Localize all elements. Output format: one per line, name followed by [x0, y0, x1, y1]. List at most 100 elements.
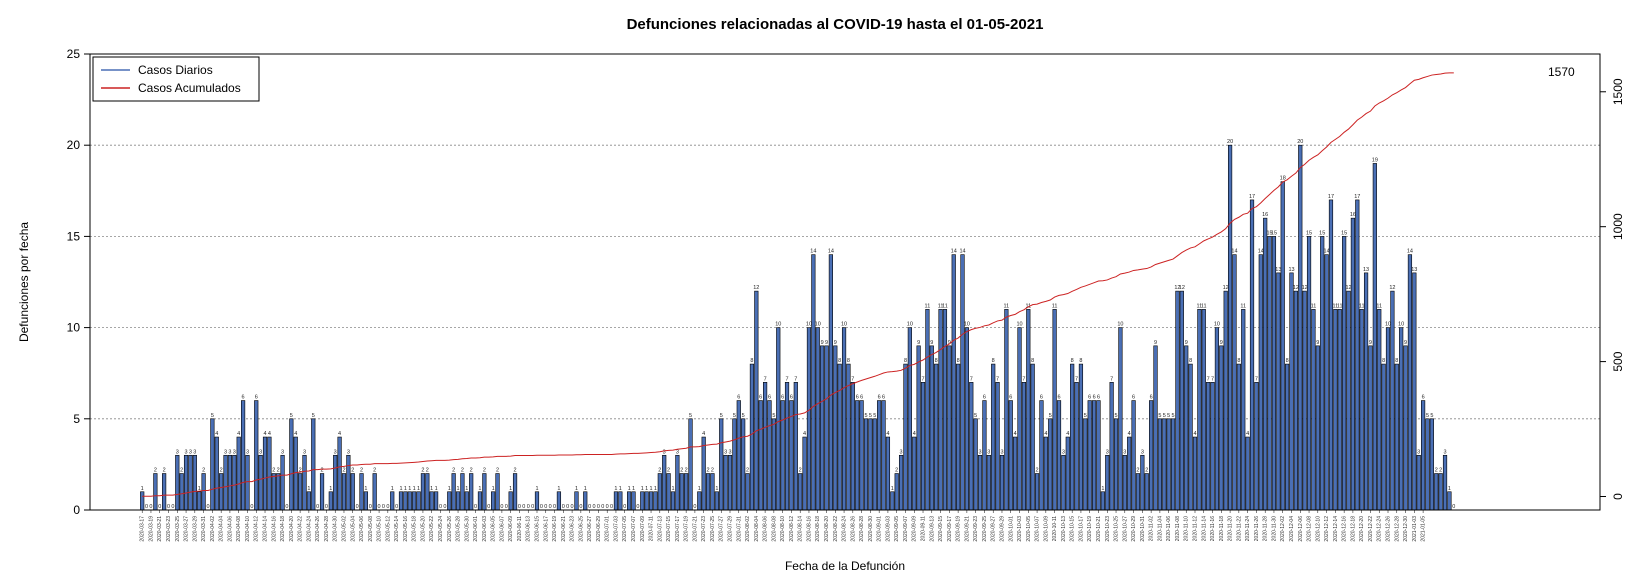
- bar: [1249, 199, 1255, 511]
- bar-label: 3: [281, 449, 284, 455]
- bar-label: 10: [1398, 322, 1404, 328]
- bar: [1311, 309, 1316, 511]
- bar: [245, 454, 250, 511]
- bar-label: 0: [1452, 504, 1455, 510]
- bar-label: 0: [531, 504, 534, 510]
- x-tick-label: 2020-10-11: [1052, 516, 1058, 541]
- bar: [429, 491, 434, 511]
- bar: [1232, 254, 1237, 511]
- bar-label: 6: [1150, 395, 1153, 401]
- bar-label: 3: [979, 449, 982, 455]
- bar-label: 10: [806, 322, 812, 328]
- bar: [227, 454, 233, 511]
- bar-label: 4: [702, 431, 705, 437]
- bar: [341, 473, 347, 511]
- bar-label: 2: [351, 468, 354, 474]
- bar-label: 5: [1172, 413, 1175, 419]
- x-tick-label: 2020-12-26: [1386, 516, 1392, 542]
- bar: [793, 382, 798, 511]
- bar: [662, 454, 667, 511]
- bar-label: 7: [1255, 376, 1258, 382]
- bar-label: 7: [794, 376, 797, 382]
- bar: [898, 454, 904, 511]
- bar: [311, 418, 316, 511]
- x-tick-label: 2020-11-06: [1166, 516, 1172, 541]
- x-tick-label: 2020-07-29: [728, 516, 734, 542]
- bar-label: 6: [1040, 395, 1043, 401]
- bar: [1355, 199, 1360, 511]
- bar-label: 1: [1448, 486, 1451, 492]
- bar-label: 11: [1333, 303, 1339, 309]
- bar-label: 6: [983, 395, 986, 401]
- bar: [1083, 418, 1088, 511]
- bar-label: 14: [1258, 249, 1264, 255]
- bar-label: 0: [597, 504, 600, 510]
- x-tick-label: 2020-09-13: [929, 516, 935, 542]
- bar: [903, 363, 908, 511]
- x-tick-label: 2020-05-16: [403, 516, 409, 542]
- bar: [1087, 400, 1092, 511]
- bar-label: 0: [439, 504, 442, 510]
- bar: [469, 473, 474, 511]
- bar: [1381, 363, 1386, 511]
- x-tick-label: 2020-06-03: [482, 516, 488, 542]
- bar: [710, 473, 715, 511]
- x-tick-label: 2020-06-27: [587, 516, 593, 542]
- x-tick-label: 2020-10-23: [1105, 516, 1111, 542]
- x-tick-label: 2020-09-17: [947, 516, 953, 542]
- bar-label: 4: [1193, 431, 1196, 437]
- x-tick-label: 2020-03-27: [184, 516, 190, 542]
- bar: [977, 454, 983, 511]
- bar: [175, 454, 180, 511]
- bar: [1276, 272, 1281, 511]
- y-tick-label: 0: [73, 503, 80, 517]
- bar-label: 2: [1145, 468, 1148, 474]
- bar-label: 12: [1345, 285, 1351, 291]
- x-tick-label: 2020-05-08: [368, 516, 374, 542]
- x-tick-label: 2020-04-04: [219, 516, 225, 542]
- bar-label: 0: [518, 504, 521, 510]
- bar-label: 6: [1093, 395, 1096, 401]
- bar: [447, 491, 452, 511]
- bar: [1135, 473, 1141, 511]
- bar: [390, 491, 395, 511]
- bar-label: 5: [733, 413, 736, 419]
- bar-label: 13: [1288, 267, 1294, 273]
- bar-label: 6: [878, 395, 881, 401]
- bar: [1113, 418, 1119, 511]
- bar-label: 11: [1197, 303, 1203, 309]
- bar: [420, 473, 426, 511]
- bar-label: 15: [1306, 230, 1312, 236]
- bar: [1399, 327, 1404, 511]
- bar: [701, 436, 706, 511]
- bar-label: 2: [799, 468, 802, 474]
- bar-label: 2: [514, 468, 517, 474]
- bar: [763, 382, 768, 511]
- bar-label: 1: [614, 486, 617, 492]
- x-tick-label: 2020-12-24: [1377, 516, 1383, 542]
- bar-label: 2: [1435, 468, 1438, 474]
- bar: [1263, 217, 1268, 511]
- bar: [627, 491, 632, 511]
- bar: [1096, 400, 1101, 511]
- bar: [1175, 290, 1180, 511]
- bar: [254, 400, 259, 511]
- bar-label: 5: [1084, 413, 1087, 419]
- x-tick-label: 2020-06-25: [578, 516, 584, 542]
- bar-label: 5: [1115, 413, 1118, 419]
- x-tick-label: 2020-05-02: [341, 516, 347, 542]
- x-tick-label: 2020-12-28: [1394, 516, 1400, 542]
- bar: [1236, 363, 1241, 511]
- bar: [1412, 272, 1417, 511]
- bar: [1324, 254, 1329, 511]
- bar-label: 8: [992, 358, 995, 364]
- x-tick-label: 2020-05-10: [377, 516, 383, 542]
- bar: [956, 363, 961, 511]
- bar-label: 10: [1117, 322, 1123, 328]
- bar: [363, 491, 369, 511]
- bar-label: 1: [632, 486, 635, 492]
- bar: [210, 418, 215, 511]
- bar: [1416, 454, 1421, 511]
- bar-label: 6: [1097, 395, 1100, 401]
